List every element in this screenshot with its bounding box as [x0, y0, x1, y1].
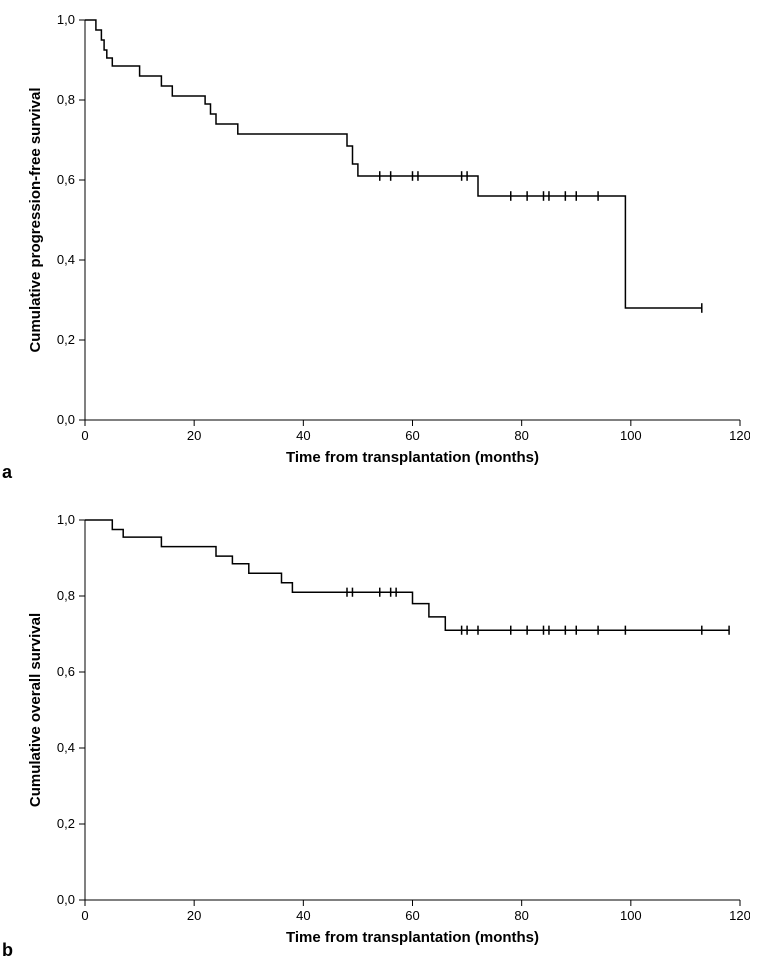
y-tick-label: 0,2 [57, 332, 75, 347]
y-tick-label: 1,0 [57, 12, 75, 27]
panel-b-svg: 0 20 40 60 80 100 120 0,0 0,2 0,4 0,6 0,8 1,0 Time fr… [25, 510, 750, 955]
y-tick-label: 0,6 [57, 664, 75, 679]
x-tick-label: 20 [187, 908, 201, 923]
y-tick-label: 0,2 [57, 816, 75, 831]
x-tick-label: 80 [514, 908, 528, 923]
y-tick-label: 0,6 [57, 172, 75, 187]
x-tick-label: 60 [405, 908, 419, 923]
y-tick-label: 1,0 [57, 512, 75, 527]
x-tick-label: 120 [729, 428, 750, 443]
y-tick-label: 0,8 [57, 92, 75, 107]
y-tick-label: 0,0 [57, 892, 75, 907]
x-tick-label: 100 [620, 908, 642, 923]
y-axis-label: Cumulative overall survival [27, 613, 44, 807]
km-curve [85, 520, 729, 630]
y-axis-label: Cumulative progression-free survival [27, 87, 44, 352]
x-tick-label: 0 [81, 428, 88, 443]
x-tick-label: 60 [405, 428, 419, 443]
x-tick-label: 100 [620, 428, 642, 443]
figure-container: 0 20 40 60 80 100 120 0,0 0,2 0,4 0,6 0,8 1,0 Time fr… [0, 0, 781, 961]
panel-a-svg: 0 20 40 60 80 100 120 0,0 0,2 0,4 0,6 0,8 1,0 Time fr… [25, 10, 750, 475]
x-tick-label: 40 [296, 428, 310, 443]
panel-b: 0 20 40 60 80 100 120 0,0 0,2 0,4 0,6 0,8 1,0 Time fr… [25, 510, 750, 955]
panel-a-tag: a [2, 462, 12, 483]
y-tick-label: 0,4 [57, 740, 75, 755]
x-axis-label: Time from transplantation (months) [286, 449, 539, 466]
y-tick-label: 0,4 [57, 252, 75, 267]
panel-a: 0 20 40 60 80 100 120 0,0 0,2 0,4 0,6 0,8 1,0 Time fr… [25, 10, 750, 475]
x-tick-label: 120 [729, 908, 750, 923]
panel-b-tag: b [2, 940, 13, 961]
x-tick-label: 80 [514, 428, 528, 443]
y-tick-label: 0,8 [57, 588, 75, 603]
y-tick-label: 0,0 [57, 412, 75, 427]
km-curve [85, 20, 702, 308]
x-tick-label: 20 [187, 428, 201, 443]
x-axis-label: Time from transplantation (months) [286, 929, 539, 946]
x-tick-label: 40 [296, 908, 310, 923]
x-tick-label: 0 [81, 908, 88, 923]
